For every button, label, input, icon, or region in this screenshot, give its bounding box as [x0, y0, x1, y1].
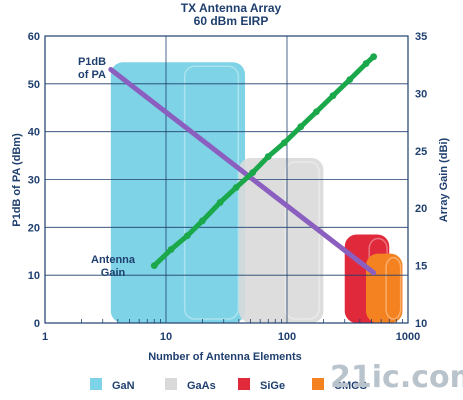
p1db-annotation-line1: P1dB	[78, 56, 106, 68]
region-highlight-gan	[183, 65, 240, 320]
series-point-antenna-gain	[232, 184, 240, 191]
series-line-p1db-of-pa	[108, 66, 377, 276]
legend-swatch-sige	[238, 378, 250, 390]
series-point-antenna-gain	[313, 108, 320, 116]
y-right-tick-label: 15	[415, 261, 427, 273]
x-tick-label: 1000	[396, 331, 420, 343]
gain-annotation-line2: Gain	[101, 267, 126, 279]
series-point-antenna-gain	[264, 153, 272, 160]
series-point-antenna-gain	[370, 53, 378, 61]
p1db-annotation-line2: of PA	[78, 69, 106, 81]
legend-label-gan: GaN	[112, 380, 135, 392]
plot-frame	[44, 35, 409, 324]
x-tick-label: 1	[42, 331, 48, 343]
y-left-tick-label: 50	[28, 79, 40, 91]
region-gan	[110, 62, 246, 323]
y-left-tick-label: 60	[28, 31, 40, 43]
legend-swatch-gan	[90, 378, 102, 390]
x-tick-label: 100	[278, 331, 296, 343]
series-point-antenna-gain	[183, 232, 191, 240]
x-axis-label: Number of Antenna Elements	[148, 351, 302, 363]
series-point-antenna-gain	[329, 92, 337, 100]
chart-title: TX Antenna Array	[181, 1, 282, 15]
y-left-tick-label: 30	[28, 175, 40, 187]
series-point-antenna-gain	[167, 246, 175, 253]
y-left-tick-label: 10	[28, 270, 40, 282]
region-highlight-cmos	[385, 256, 402, 320]
x-tick-label: 10	[160, 331, 172, 343]
chart-subtitle: 60 dBm EIRP	[194, 14, 269, 28]
legend-label-sige: SiGe	[260, 380, 285, 392]
gain-annotation-line1: Antenna	[91, 254, 136, 266]
series-point-antenna-gain	[297, 123, 305, 131]
legend-label-cmos: CMOS	[334, 380, 367, 392]
series-point-antenna-gain	[150, 262, 158, 269]
series-point-antenna-gain	[216, 199, 224, 206]
grid-lines	[45, 36, 408, 323]
technology-regions	[110, 62, 403, 323]
series-point-antenna-gain	[346, 76, 354, 84]
axes: 1 10 100 1000 0 10 20 30 40 50 60 10 15 20 25 30 35	[28, 31, 428, 343]
region-highlight-gaas	[284, 161, 320, 320]
y-right-tick-label: 30	[415, 88, 427, 100]
y-left-axis-label: P1dB of PA (dBm)	[11, 133, 23, 227]
legend-swatch-cmos	[312, 378, 324, 390]
legend-swatch-gaas	[165, 378, 177, 390]
y-right-tick-label: 20	[415, 203, 427, 215]
watermark: 21ic.com	[330, 360, 463, 395]
series-point-antenna-gain	[280, 139, 288, 147]
y-right-tick-label: 10	[415, 318, 427, 330]
series-point-antenna-gain	[249, 169, 257, 177]
y-right-tick-label: 35	[415, 31, 427, 43]
y-right-tick-label: 25	[415, 146, 427, 158]
y-left-tick-label: 0	[34, 318, 40, 330]
series-point-antenna-gain	[199, 217, 206, 225]
region-gaas	[238, 157, 324, 323]
y-right-axis-label: Array Gain (dBi)	[438, 137, 450, 222]
region-cmos	[366, 253, 403, 323]
y-left-tick-label: 20	[28, 222, 40, 234]
legend: GaN GaAs SiGe CMOS	[90, 378, 367, 392]
data-lines	[108, 53, 378, 276]
series-point-antenna-gain	[362, 60, 370, 67]
y-left-tick-label: 40	[28, 127, 40, 139]
legend-label-gaas: GaAs	[187, 380, 216, 392]
